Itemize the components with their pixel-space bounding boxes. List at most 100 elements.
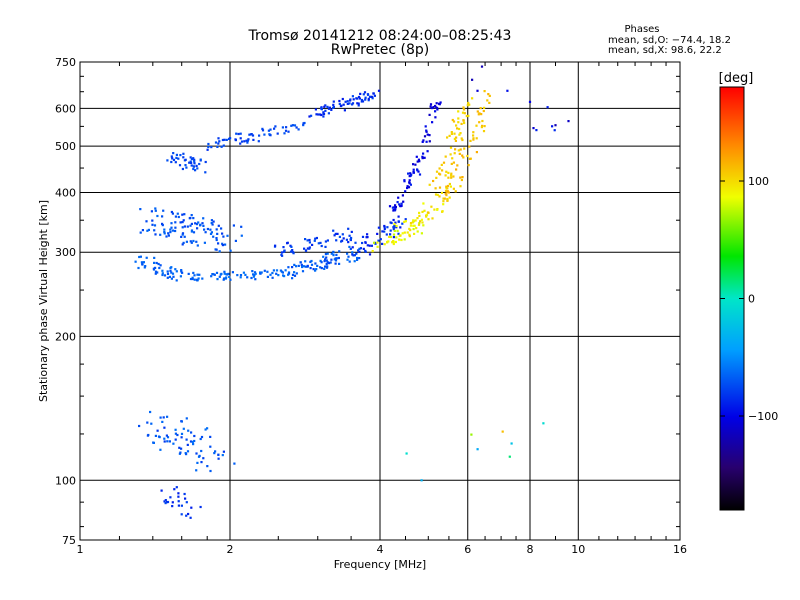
echo-point bbox=[323, 267, 326, 270]
echo-point bbox=[408, 182, 411, 185]
echo-point bbox=[399, 234, 402, 237]
echo-point bbox=[260, 271, 263, 274]
echo-point bbox=[293, 263, 296, 266]
echo-point bbox=[450, 162, 453, 165]
echo-point bbox=[251, 134, 255, 137]
echo-point bbox=[453, 132, 456, 135]
echo-point bbox=[282, 274, 285, 277]
x-tick-label: 16 bbox=[673, 543, 687, 556]
echo-point bbox=[320, 106, 323, 109]
echo-point bbox=[468, 103, 471, 106]
echo-point bbox=[161, 420, 164, 423]
echo-point bbox=[189, 216, 192, 220]
colorbar: 100 0 −100 bbox=[719, 86, 778, 511]
echo-point bbox=[266, 275, 269, 278]
echo-point bbox=[273, 127, 276, 130]
echo-point bbox=[295, 265, 298, 268]
echo-point bbox=[442, 203, 445, 206]
colorbar-tick-label: 100 bbox=[748, 175, 769, 188]
echo-point bbox=[154, 209, 157, 212]
echo-point bbox=[346, 258, 349, 261]
echo-point bbox=[151, 223, 154, 226]
echo-point bbox=[258, 134, 261, 137]
echo-point bbox=[431, 217, 434, 220]
echo-point bbox=[449, 185, 452, 188]
echo-point bbox=[412, 219, 415, 222]
echo-point bbox=[146, 421, 149, 424]
echo-point bbox=[184, 164, 187, 167]
echo-point bbox=[191, 277, 194, 281]
stats-heading: Phases bbox=[624, 24, 659, 35]
echo-point bbox=[234, 138, 237, 141]
echo-point bbox=[217, 224, 220, 227]
echo-point bbox=[407, 172, 410, 175]
echo-point bbox=[289, 244, 292, 247]
echo-point bbox=[323, 260, 326, 263]
echo-point bbox=[359, 92, 362, 95]
echo-point bbox=[177, 492, 180, 495]
echo-point bbox=[293, 124, 297, 127]
echo-point bbox=[210, 222, 213, 225]
echo-point bbox=[467, 101, 470, 105]
echo-point bbox=[338, 102, 341, 105]
echo-point bbox=[174, 226, 177, 229]
echo-point bbox=[195, 452, 198, 455]
echo-point bbox=[386, 226, 389, 229]
echo-point bbox=[227, 272, 230, 275]
echo-point bbox=[426, 150, 429, 153]
echo-point bbox=[351, 102, 355, 105]
echo-point bbox=[343, 109, 346, 112]
echo-point bbox=[209, 228, 212, 231]
echo-point bbox=[463, 147, 466, 150]
echo-point bbox=[177, 500, 180, 503]
echo-point bbox=[200, 435, 204, 439]
echo-point bbox=[209, 469, 212, 473]
echo-point bbox=[400, 238, 403, 242]
echo-point bbox=[139, 255, 142, 258]
echo-point bbox=[289, 250, 293, 253]
echo-point bbox=[348, 260, 351, 263]
echo-point bbox=[139, 208, 142, 211]
echo-point bbox=[182, 241, 185, 244]
echo-point bbox=[239, 137, 242, 140]
echo-point bbox=[195, 469, 198, 472]
echo-point bbox=[353, 254, 356, 257]
echo-point bbox=[458, 133, 461, 136]
echo-point bbox=[392, 242, 395, 246]
echo-point bbox=[310, 114, 313, 117]
echo-point bbox=[239, 274, 243, 277]
echo-point bbox=[371, 95, 374, 98]
echo-point bbox=[146, 434, 149, 437]
echo-point bbox=[436, 208, 439, 211]
echo-point bbox=[372, 92, 375, 95]
echo-point bbox=[324, 245, 327, 248]
echo-point bbox=[411, 221, 414, 224]
echo-point bbox=[228, 275, 231, 278]
echo-point bbox=[281, 254, 284, 257]
echo-point bbox=[184, 497, 187, 500]
echo-point bbox=[166, 440, 169, 443]
echo-point bbox=[271, 276, 274, 279]
echo-point bbox=[418, 160, 421, 163]
echo-point bbox=[430, 205, 433, 208]
echo-point bbox=[457, 121, 460, 124]
echo-point bbox=[171, 229, 174, 232]
echo-point bbox=[189, 277, 193, 281]
echo-point bbox=[314, 108, 317, 111]
echo-point bbox=[466, 104, 469, 107]
echo-point bbox=[458, 127, 461, 131]
echo-point bbox=[252, 273, 255, 276]
echo-point bbox=[404, 218, 407, 221]
echo-point bbox=[181, 221, 184, 224]
echo-point bbox=[166, 272, 170, 275]
echo-point bbox=[383, 224, 386, 228]
echo-point bbox=[454, 148, 457, 151]
echo-point bbox=[174, 221, 177, 224]
echo-point bbox=[465, 115, 468, 118]
y-axis-label: Stationary phase Virtual Height [km] bbox=[37, 200, 50, 402]
colorbar-label: [deg] bbox=[719, 71, 754, 86]
echo-point bbox=[181, 233, 184, 236]
echo-point bbox=[209, 445, 212, 448]
echo-point bbox=[472, 131, 475, 134]
echo-point bbox=[137, 266, 140, 270]
